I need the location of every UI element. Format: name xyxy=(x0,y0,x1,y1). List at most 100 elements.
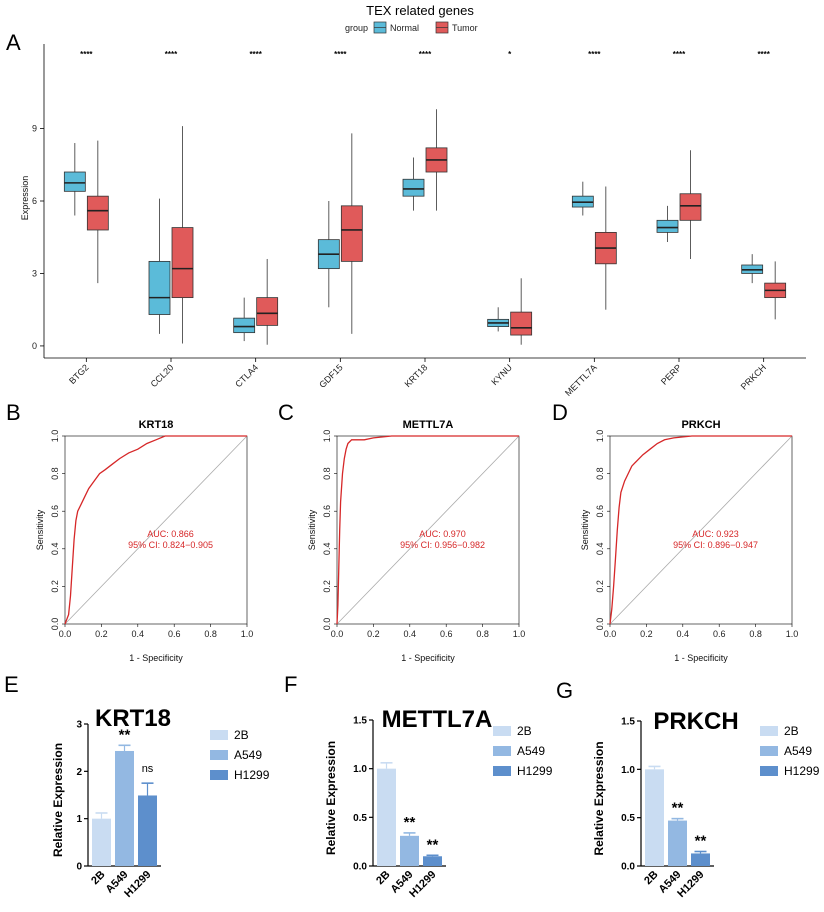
boxplot-significance-label: **** xyxy=(757,50,770,59)
roc-y-tick-label: 0.2 xyxy=(50,580,60,593)
boxplot-category-label: PRKCH xyxy=(739,362,768,391)
roc-y-axis-title: Sensitivity xyxy=(580,509,590,550)
boxplot-y-tick-label: 9 xyxy=(32,124,37,134)
roc-curve-prkch xyxy=(609,435,792,625)
roc-ci-label: 95% CI: 0.956−0.982 xyxy=(400,540,485,550)
bar-y-tick-label: 1.5 xyxy=(353,716,367,727)
bar-panel-krt18: KRT18 0 1 2 3 Relative Expression 2B ** A549 ns H1… xyxy=(51,705,270,900)
bar-category-label: 2B xyxy=(89,869,107,887)
bar-chart-title: KRT18 xyxy=(95,705,171,732)
bar-legend-label: A549 xyxy=(784,744,812,758)
roc-ci-label: 95% CI: 0.824−0.905 xyxy=(128,540,213,550)
legend-group-title: group xyxy=(345,23,368,33)
bar-legend-swatch-2b xyxy=(493,726,511,736)
box-tumor-gdf15 xyxy=(340,205,363,262)
roc-y-tick-label: 0.8 xyxy=(322,467,332,480)
roc-y-tick-label: 0.6 xyxy=(50,505,60,518)
roc-y-tick-label: 0.0 xyxy=(322,618,332,631)
bar-h1299 xyxy=(138,795,157,866)
roc-title: METTL7A xyxy=(403,419,454,431)
roc-x-tick-label: 0.6 xyxy=(713,629,726,639)
bar-y-axis-title: Relative Expression xyxy=(51,743,65,857)
roc-x-tick-label: 0.8 xyxy=(476,629,489,639)
boxplot-significance-label: * xyxy=(508,50,512,59)
bar-a549 xyxy=(400,835,419,866)
roc-auc-label: AUC: 0.970 xyxy=(419,529,466,539)
bar-legend-swatch-h1299 xyxy=(210,770,228,780)
bar-legend-swatch-a549 xyxy=(760,746,778,756)
bar-y-tick-label: 2 xyxy=(76,767,82,778)
bar-category-label: H1299 xyxy=(407,869,438,900)
roc-y-tick-label: 1.0 xyxy=(322,430,332,443)
roc-diagonal-reference xyxy=(609,435,793,625)
bar-2b xyxy=(645,769,664,866)
roc-x-tick-label: 0.2 xyxy=(367,629,380,639)
boxplot-ylabel: Expression xyxy=(20,176,30,221)
boxplot-y-tick-label: 0 xyxy=(32,341,37,351)
roc-panel-mettl7a: METTL7A 0.00.0 0.2 0.2 0.4 0.4 0.6 0.6 0.8 0.8 1.0… xyxy=(307,419,525,663)
bar-chart-title: METTL7A xyxy=(382,706,493,733)
boxplot-title: TEX related genes xyxy=(366,3,474,18)
bar-legend-label: 2B xyxy=(234,728,249,742)
bar-y-tick-label: 1 xyxy=(76,814,82,825)
box-tumor-perp xyxy=(679,193,702,221)
boxplot-significance-label: **** xyxy=(249,50,262,59)
boxplot-significance-label: **** xyxy=(673,50,686,59)
roc-x-tick-label: 0.0 xyxy=(59,629,72,639)
bar-y-tick-label: 0.5 xyxy=(621,813,635,824)
roc-plot-frame xyxy=(64,435,248,625)
bar-legend-label: 2B xyxy=(517,724,532,738)
roc-y-tick-label: 0.4 xyxy=(595,543,605,556)
bar-category-label: H1299 xyxy=(122,869,153,900)
boxplot-y-tick-label: 3 xyxy=(32,268,37,278)
bar-legend-swatch-h1299 xyxy=(760,766,778,776)
roc-ci-label: 95% CI: 0.896−0.947 xyxy=(673,540,758,550)
roc-title: KRT18 xyxy=(139,419,174,431)
legend-tumor-label: Tumor xyxy=(452,23,478,33)
roc-x-axis-title: 1 - Specificity xyxy=(674,653,728,663)
bar-legend-swatch-a549 xyxy=(493,746,511,756)
box-normal-krt18 xyxy=(402,178,425,197)
roc-x-tick-label: 0.4 xyxy=(677,629,690,639)
box-tumor-ccl20 xyxy=(171,227,194,299)
roc-x-tick-label: 0.6 xyxy=(168,629,181,639)
roc-x-tick-label: 0.0 xyxy=(604,629,617,639)
bar-y-tick-label: 0 xyxy=(76,862,82,873)
bar-y-axis-title: Relative Expression xyxy=(592,741,606,855)
bar-y-tick-label: 3 xyxy=(76,720,82,731)
roc-y-tick-label: 1.0 xyxy=(50,430,60,443)
bar-significance-label: ** xyxy=(672,800,684,817)
boxplot-significance-label: **** xyxy=(80,50,93,59)
boxplot-category-label: METTL7A xyxy=(563,362,599,398)
roc-x-tick-label: 0.2 xyxy=(640,629,653,639)
roc-x-tick-label: 0.8 xyxy=(749,629,762,639)
roc-curve-mettl7a xyxy=(336,435,519,625)
boxplot-category-label: KRT18 xyxy=(403,362,430,389)
roc-x-tick-label: 1.0 xyxy=(786,629,799,639)
bar-y-tick-label: 0.0 xyxy=(353,862,367,873)
roc-auc-label: AUC: 0.866 xyxy=(147,529,194,539)
boxplot-significance-label: **** xyxy=(165,50,178,59)
boxplot-significance-label: **** xyxy=(588,50,601,59)
roc-y-tick-label: 0.8 xyxy=(595,467,605,480)
bar-a549 xyxy=(668,820,687,866)
roc-y-axis-title: Sensitivity xyxy=(35,509,45,550)
bar-panel-mettl7a: METTL7A 0.0 0.5 1.0 1.5 Relative Expression 2B… xyxy=(324,706,553,900)
roc-y-tick-label: 0.8 xyxy=(50,467,60,480)
roc-title: PRKCH xyxy=(681,419,720,431)
roc-x-axis-title: 1 - Specificity xyxy=(129,653,183,663)
bar-significance-label: ** xyxy=(427,836,439,853)
bar-y-tick-label: 1.0 xyxy=(353,764,367,775)
roc-x-tick-label: 0.2 xyxy=(95,629,108,639)
box-normal-ccl20 xyxy=(148,260,171,315)
bar-h1299 xyxy=(423,856,442,866)
roc-curve-krt18 xyxy=(64,435,247,625)
roc-y-tick-label: 0.6 xyxy=(595,505,605,518)
bar-2b xyxy=(377,768,396,866)
roc-x-tick-label: 1.0 xyxy=(513,629,526,639)
boxplot-category-label: GDF15 xyxy=(317,362,345,390)
bar-category-label: H1299 xyxy=(675,869,706,900)
bar-a549 xyxy=(115,750,134,866)
roc-x-tick-label: 0.0 xyxy=(331,629,344,639)
